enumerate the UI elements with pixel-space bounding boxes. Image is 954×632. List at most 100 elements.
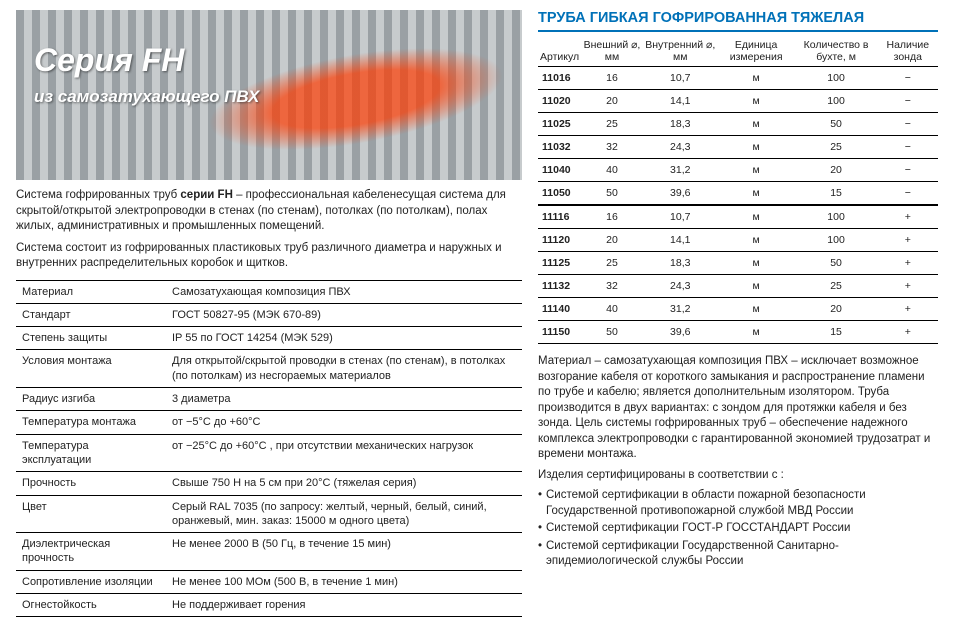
spec-key: Материал [16, 280, 166, 303]
prod-cell: 25 [795, 136, 878, 159]
prod-cell: + [878, 298, 938, 321]
prod-cell: 100 [795, 229, 878, 252]
rdesc-p1: Материал – самозатухающая композиция ПВХ… [538, 354, 938, 463]
spec-table: МатериалСамозатухающая композиция ПВХСта… [16, 280, 522, 618]
prod-cell: 40 [581, 298, 643, 321]
prod-cell: + [878, 275, 938, 298]
prod-row: 111161610,7м100+ [538, 205, 938, 229]
spec-key: Условия монтажа [16, 350, 166, 388]
intro-p1b: серии FH [180, 189, 232, 201]
spec-value: Серый RAL 7035 (по запросу: желтый, черн… [166, 495, 522, 533]
product-title: ТРУБА ГИБКАЯ ГОФРИРОВАННАЯ ТЯЖЕЛАЯ [538, 10, 938, 32]
spec-row: МатериалСамозатухающая композиция ПВХ [16, 280, 522, 303]
prod-cell: 16 [581, 205, 643, 229]
prod-cell: м [718, 182, 795, 206]
prod-cell: 11140 [538, 298, 581, 321]
spec-key: Сопротивление изоляции [16, 570, 166, 593]
spec-key: Температура эксплуатации [16, 434, 166, 472]
prod-cell: 11150 [538, 321, 581, 344]
rdesc-li1: Системой сертификации в области пожарной… [538, 488, 938, 519]
prod-cell: 20 [581, 90, 643, 113]
prod-cell: 11016 [538, 67, 581, 90]
prod-cell: + [878, 252, 938, 275]
hero-subtitle: из самозатухающего ПВХ [34, 87, 259, 107]
spec-value: Для открытой/скрытой проводки в стенах (… [166, 350, 522, 388]
prod-row: 110161610,7м100− [538, 67, 938, 90]
prod-cell: − [878, 159, 938, 182]
prod-cell: 31,2 [643, 159, 718, 182]
spec-row: Температура эксплуатацииот −25°С до +60°… [16, 434, 522, 472]
prod-cell: 11032 [538, 136, 581, 159]
spec-value: ГОСТ 50827-95 (МЭК 670-89) [166, 303, 522, 326]
prod-cell: 25 [581, 252, 643, 275]
prod-cell: 10,7 [643, 205, 718, 229]
spec-row: ПрочностьСвыше 750 Н на 5 см при 20°С (т… [16, 472, 522, 495]
spec-row: ОгнестойкостьНе поддерживает горения [16, 594, 522, 617]
prod-cell: 18,3 [643, 113, 718, 136]
hero-banner: Серия FH из самозатухающего ПВХ [16, 10, 522, 180]
prod-cell: 24,3 [643, 275, 718, 298]
prod-cell: 16 [581, 67, 643, 90]
spec-row: Степень защитыIP 55 по ГОСТ 14254 (МЭК 5… [16, 327, 522, 350]
prod-row: 111323224,3м25+ [538, 275, 938, 298]
spec-value: от −5°С до +60°С [166, 411, 522, 434]
prod-cell: − [878, 136, 938, 159]
spec-value: Не поддерживает горения [166, 594, 522, 617]
prod-cell: 10,7 [643, 67, 718, 90]
prod-row: 110404031,2м20− [538, 159, 938, 182]
spec-row: СтандартГОСТ 50827-95 (МЭК 670-89) [16, 303, 522, 326]
prod-row: 110252518,3м50− [538, 113, 938, 136]
prod-cell: 15 [795, 321, 878, 344]
prod-cell: м [718, 67, 795, 90]
prod-cell: м [718, 159, 795, 182]
spec-row: Диэлектрическая прочностьНе менее 2000 В… [16, 533, 522, 571]
spec-value: IP 55 по ГОСТ 14254 (МЭК 529) [166, 327, 522, 350]
prod-col-header: Единица измерения [718, 36, 795, 67]
hero-title: Серия FH [34, 42, 259, 79]
intro-text: Система гофрированных труб серии FH – пр… [16, 188, 522, 272]
prod-cell: 20 [581, 229, 643, 252]
prod-row: 111252518,3м50+ [538, 252, 938, 275]
prod-cell: м [718, 113, 795, 136]
prod-col-header: Артикул [538, 36, 581, 67]
spec-row: Условия монтажаДля открытой/скрытой пров… [16, 350, 522, 388]
prod-row: 111505039,6м15+ [538, 321, 938, 344]
prod-col-header: Наличие зонда [878, 36, 938, 67]
spec-row: Температура монтажаот −5°С до +60°С [16, 411, 522, 434]
prod-cell: 11020 [538, 90, 581, 113]
spec-row: ЦветСерый RAL 7035 (по запросу: желтый, … [16, 495, 522, 533]
prod-cell: м [718, 298, 795, 321]
prod-cell: 11025 [538, 113, 581, 136]
prod-cell: 11132 [538, 275, 581, 298]
prod-cell: 25 [795, 275, 878, 298]
prod-cell: 39,6 [643, 321, 718, 344]
spec-key: Степень защиты [16, 327, 166, 350]
prod-cell: 100 [795, 67, 878, 90]
prod-cell: 24,3 [643, 136, 718, 159]
spec-value: Не менее 100 МОм (500 В, в течение 1 мин… [166, 570, 522, 593]
prod-cell: − [878, 90, 938, 113]
prod-cell: − [878, 182, 938, 206]
prod-cell: 50 [581, 182, 643, 206]
product-table: АртикулВнешний ⌀, ммВнутренний ⌀, ммЕдин… [538, 36, 938, 344]
spec-value: от −25°С до +60°С , при отсутствии механ… [166, 434, 522, 472]
prod-cell: 31,2 [643, 298, 718, 321]
spec-key: Огнестойкость [16, 594, 166, 617]
intro-p2: Система состоит из гофрированных пластик… [16, 241, 522, 272]
prod-row: 111404031,2м20+ [538, 298, 938, 321]
rdesc-p2: Изделия сертифицированы в соответствии с… [538, 468, 938, 484]
prod-cell: 32 [581, 136, 643, 159]
prod-cell: 11116 [538, 205, 581, 229]
prod-cell: 39,6 [643, 182, 718, 206]
prod-cell: − [878, 113, 938, 136]
prod-cell: 11040 [538, 159, 581, 182]
prod-col-header: Количество в бухте, м [795, 36, 878, 67]
prod-cell: 15 [795, 182, 878, 206]
spec-value: 3 диаметра [166, 388, 522, 411]
prod-cell: 20 [795, 159, 878, 182]
prod-cell: 20 [795, 298, 878, 321]
prod-cell: 100 [795, 205, 878, 229]
rdesc-li3: Системой сертификации Государственной Са… [538, 539, 938, 570]
prod-cell: м [718, 275, 795, 298]
spec-value: Не менее 2000 В (50 Гц, в течение 15 мин… [166, 533, 522, 571]
